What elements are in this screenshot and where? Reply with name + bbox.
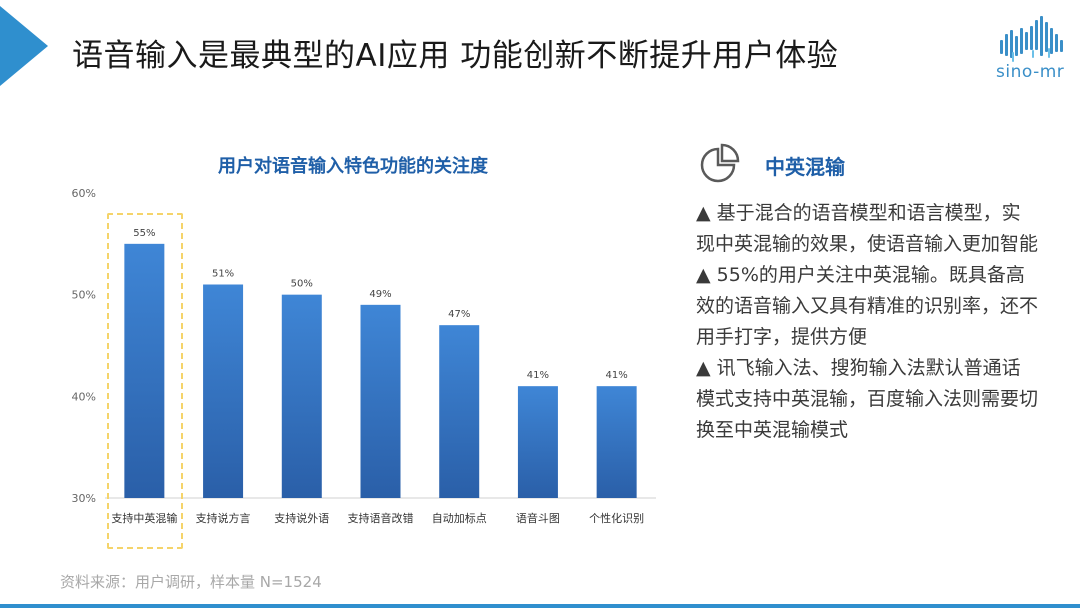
panel-point: ▲ 55%的用户关注中英混输。既具备高效的语音输入又具有精准的识别率，还不用手打…: [696, 264, 1039, 348]
pie-chart-icon: [700, 143, 740, 183]
bar: [281, 294, 322, 498]
x-tick-label: 支持语音改错: [348, 511, 414, 525]
logo-icon: [1000, 16, 1063, 62]
bar: [517, 386, 558, 498]
y-tick-label: 30%: [72, 492, 96, 505]
bar-value-label: 47%: [448, 309, 470, 320]
x-tick-label: 支持说外语: [274, 511, 329, 525]
bar: [439, 325, 480, 498]
bar: [596, 386, 637, 498]
chart-title: 用户对语音输入特色功能的关注度: [218, 156, 488, 177]
x-tick-label: 支持说方言: [196, 511, 251, 525]
bar: [124, 243, 165, 498]
bar-value-label: 55%: [133, 228, 155, 239]
bar-value-label: 50%: [291, 279, 313, 290]
bar-value-label: 41%: [606, 370, 628, 381]
x-tick-label: 语音斗图: [516, 511, 560, 525]
x-tick-label: 支持中英混输: [111, 511, 177, 525]
bar: [360, 304, 401, 498]
bar-value-label: 51%: [212, 269, 234, 280]
source-note: 资料来源：用户调研，样本量 N=1524: [60, 573, 322, 591]
header-arrow: [0, 6, 48, 86]
bar-value-label: 41%: [527, 370, 549, 381]
bar: [203, 284, 244, 498]
bar-value-label: 49%: [369, 289, 391, 300]
panel-heading: 中英混输: [765, 155, 845, 179]
panel-point: ▲ 基于混合的语音模型和语言模型，实现中英混输的效果，使语音输入更加智能: [696, 202, 1039, 255]
y-tick-label: 40%: [72, 390, 96, 403]
highlight-box: [107, 213, 183, 549]
footer-line: [0, 604, 1080, 608]
y-tick-label: 60%: [72, 187, 96, 200]
x-tick-label: 自动加标点: [432, 511, 487, 525]
y-tick-label: 50%: [72, 289, 96, 302]
panel-text: ▲ 基于混合的语音模型和语言模型，实现中英混输的效果，使语音输入更加智能 ▲ 5…: [696, 198, 1038, 446]
panel-point: ▲ 讯飞输入法、搜狗输入法默认普通话模式支持中英混输，百度输入法则需要切换至中英…: [696, 357, 1039, 441]
x-tick-label: 个性化识别: [589, 511, 644, 525]
slide-title: 语音输入是最典型的AI应用 功能创新不断提升用户体验: [72, 38, 839, 74]
logo-text: sino-mr: [996, 62, 1065, 82]
